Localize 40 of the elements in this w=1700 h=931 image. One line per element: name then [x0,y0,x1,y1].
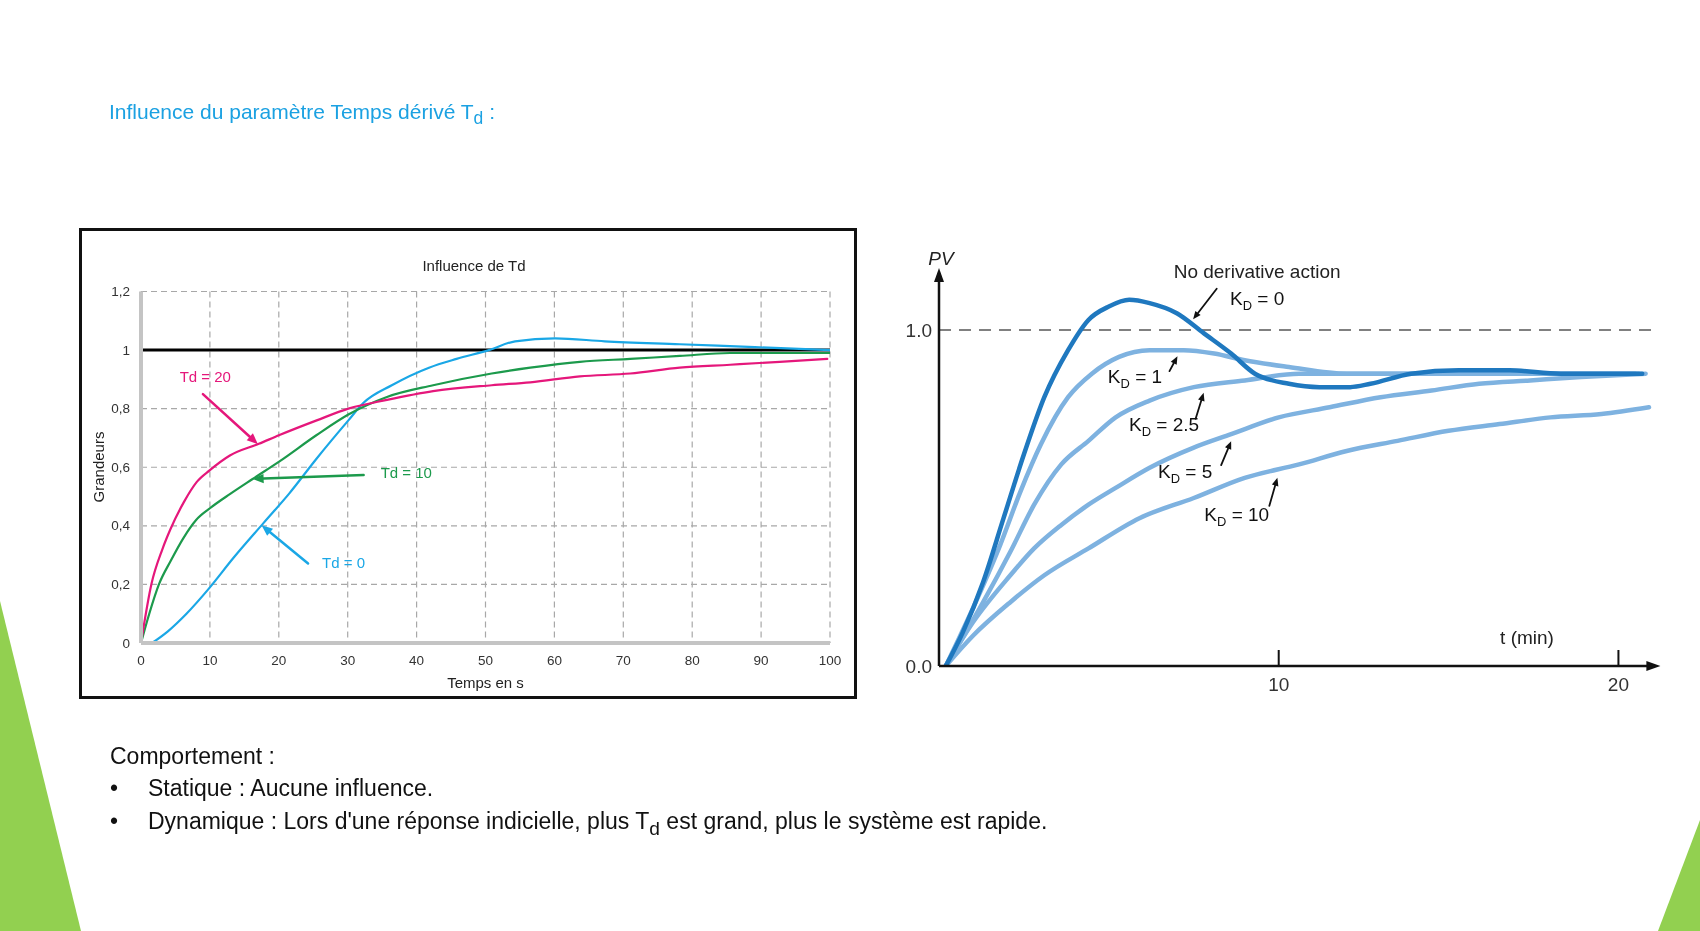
x-tick-label: 80 [684,652,700,668]
x-tick-label: 90 [753,652,769,668]
x-tick-label: 20 [271,652,287,668]
text: • Statique : Aucune influence. [110,774,435,803]
series-label: K$_{D}$ = 5 [1158,460,1213,487]
series-label: K$_{D}$ = 1 [1107,365,1163,392]
y-tick-label: 0,4 [111,518,131,534]
x-tick-label: 40 [409,652,425,668]
text: Td = 10 [380,463,432,481]
series-label: K$_{D}$ = 10 [1204,503,1270,529]
y-tick-label: 1 [122,342,130,358]
x-tick-label: 50 [477,652,494,668]
annotation: No derivative action [1173,260,1341,282]
x-tick-label: 20 [1607,673,1629,695]
y-tick-label: 1.0 [905,319,932,341]
x-tick-label: 100 [818,652,842,668]
x-tick-label: 10 [202,652,218,668]
y-tick-label: 0.0 [905,655,932,677]
y-tick-label: 0 [122,635,130,651]
series-label: K$_{D}$ = 0 [1229,287,1285,314]
x-tick-label: 60 [546,652,562,668]
series-label: K$_{D}$ = 2.5 [1128,413,1200,439]
y-tick-label: 0,6 [111,459,130,475]
y-axis-title: PV [928,247,956,269]
x-tick-label: 0 [137,652,145,668]
x-axis-title: t (min) [1500,626,1554,648]
text: Td = 20 [179,367,231,385]
text: • Dynamique : Lors d'une réponse indicielle, plus T$_{d}$ est grand, plus le système est rapide. [110,806,1048,841]
x-tick-label: 10 [1268,673,1290,695]
x-tick-label: 30 [340,652,356,668]
y-tick-label: 0,2 [111,576,130,592]
chart-title: Influence de Td [421,256,527,276]
x-tick-label: 70 [615,652,631,668]
y-tick-label: 0,8 [111,401,130,417]
text: Influence du paramètre Temps dérivé T$_{d}$ : [109,100,495,131]
y-tick-label: 1,2 [111,284,130,299]
text: Comportement : [110,741,276,771]
y-axis-title: Grandeurs [89,431,106,503]
text: Td = 0 [322,553,366,571]
x-axis-title: Temps en s [447,673,524,691]
